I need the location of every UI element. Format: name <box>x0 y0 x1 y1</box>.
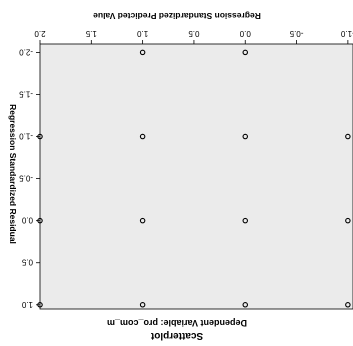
chart-subtitle: Dependent Variable: pro_com_m <box>107 318 247 328</box>
scatter-point <box>139 302 146 308</box>
scatter-point <box>242 217 248 224</box>
x-tick-label: 0.0 <box>239 29 251 38</box>
scatter-point <box>37 133 43 140</box>
data-points <box>37 49 351 308</box>
scatter-point <box>345 302 351 308</box>
y-tick-label: 0.0 <box>21 216 33 225</box>
chart-title: Scatterplot <box>150 330 203 341</box>
y-tick-label: -0.5 <box>19 174 33 183</box>
y-tick-label: 0.5 <box>21 258 33 267</box>
scatter-point <box>345 133 351 140</box>
scatter-point <box>37 217 43 224</box>
scatter-point <box>242 49 248 56</box>
scatter-point <box>37 302 43 308</box>
scatter-point <box>139 49 146 56</box>
x-axis-label: Regression Standardized Predicted Value <box>93 11 261 21</box>
scatter-point <box>345 217 351 224</box>
x-tick-label: 1.5 <box>85 29 97 38</box>
x-tick-label: 1.0 <box>137 29 149 38</box>
x-tick-label: 2.0 <box>34 29 46 38</box>
scatter-point <box>242 302 248 308</box>
y-tick-label: -1.5 <box>19 89 33 98</box>
x-tick-label: 0.5 <box>188 29 200 38</box>
x-axis: -1.0 -0.5 0.0 0.5 1.0 1.5 2.0 <box>34 29 353 44</box>
y-tick-label: -2.0 <box>19 47 33 56</box>
scatter-point <box>139 217 146 224</box>
y-tick-label: 1.0 <box>21 300 33 309</box>
x-tick-label: -0.5 <box>289 29 303 38</box>
x-tick-label: -1.0 <box>340 29 353 38</box>
y-axis: -2.0 -1.5 -1.0 -0.5 0.0 0.5 1.0 <box>19 47 40 309</box>
y-axis-label: Regression Standardized Residual <box>8 104 18 244</box>
y-tick-label: -1.0 <box>19 132 33 141</box>
scatter-point <box>242 133 248 140</box>
plot-area <box>39 43 353 310</box>
scatter-point <box>139 133 146 140</box>
